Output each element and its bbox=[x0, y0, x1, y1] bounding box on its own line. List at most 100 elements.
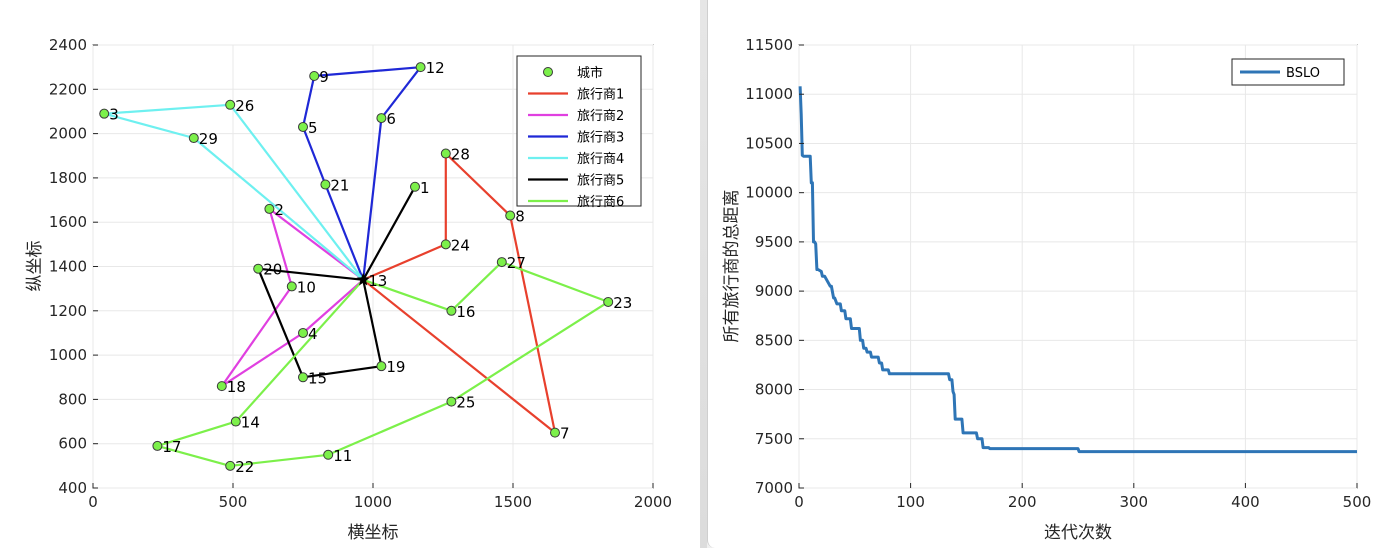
city-point-14 bbox=[230, 416, 241, 427]
depot-star-marker bbox=[356, 272, 370, 286]
city-label-15: 15 bbox=[308, 369, 327, 387]
y-tick-label: 1600 bbox=[49, 213, 87, 231]
city-label-1: 1 bbox=[420, 179, 430, 197]
y-axis-label: 纵坐标 bbox=[25, 241, 45, 292]
y-tick-label: 1200 bbox=[49, 302, 87, 320]
city-label-23: 23 bbox=[613, 294, 632, 312]
y-tick-label: 800 bbox=[58, 390, 87, 408]
city-label-20: 20 bbox=[263, 261, 282, 279]
x-axis-label: 迭代次数 bbox=[1044, 523, 1112, 543]
panel-divider bbox=[700, 0, 707, 548]
y-tick-label: 10000 bbox=[745, 184, 793, 202]
x-tick-label: 500 bbox=[1343, 493, 1372, 511]
city-point-19 bbox=[376, 361, 387, 372]
city-label-10: 10 bbox=[297, 278, 316, 296]
x-tick-label: 1000 bbox=[354, 493, 392, 511]
y-tick-label: 400 bbox=[58, 479, 87, 497]
city-label-16: 16 bbox=[456, 303, 475, 321]
x-axis-label: 横坐标 bbox=[348, 523, 399, 543]
y-tick-label: 8500 bbox=[755, 331, 793, 349]
x-tick-label: 500 bbox=[219, 493, 248, 511]
city-point-2 bbox=[264, 203, 275, 214]
y-tick-label: 8000 bbox=[755, 381, 793, 399]
city-label-6: 6 bbox=[386, 110, 396, 128]
y-tick-label: 2000 bbox=[49, 125, 87, 143]
city-point-7 bbox=[550, 427, 560, 438]
city-label-9: 9 bbox=[319, 68, 329, 86]
city-point-10 bbox=[286, 281, 297, 292]
city-label-29: 29 bbox=[199, 130, 218, 148]
city-point-25 bbox=[446, 396, 457, 407]
city-label-7: 7 bbox=[560, 425, 570, 443]
legend-series-label: BSLO bbox=[1286, 66, 1320, 81]
city-label-21: 21 bbox=[330, 177, 349, 195]
x-tick-label: 1500 bbox=[494, 493, 532, 511]
city-point-12 bbox=[415, 62, 426, 73]
city-label-24: 24 bbox=[451, 236, 470, 254]
left-figure-panel: 1 2 3 4 5 6 7 8 9 10 11 12 14 15 16 17 18 19 20 21 22 23 24 25 2… bbox=[0, 0, 701, 548]
y-tick-label: 10500 bbox=[745, 134, 793, 152]
legend-box bbox=[516, 55, 642, 207]
city-point-29 bbox=[188, 133, 199, 144]
city-label-26: 26 bbox=[235, 97, 254, 115]
city-point-1 bbox=[410, 181, 420, 192]
city-label-8: 8 bbox=[515, 208, 525, 226]
city-label-28: 28 bbox=[451, 146, 470, 164]
city-point-20 bbox=[253, 263, 264, 274]
city-label-5: 5 bbox=[308, 119, 318, 137]
city-label-12: 12 bbox=[426, 59, 445, 77]
y-axis-label: 所有旅行商的总距离 bbox=[722, 190, 742, 343]
series-legend: BSLO bbox=[1231, 58, 1345, 86]
city-point-15 bbox=[298, 372, 308, 383]
city-label-4: 4 bbox=[308, 325, 318, 343]
y-tick-label: 1400 bbox=[49, 258, 87, 276]
legend-route-label-4: 旅行商4 bbox=[577, 152, 624, 167]
y-tick-label: 2400 bbox=[49, 36, 87, 54]
city-label-25: 25 bbox=[456, 394, 475, 412]
y-tick-label: 11000 bbox=[745, 85, 793, 103]
city-label-27: 27 bbox=[507, 254, 526, 272]
city-label-2: 2 bbox=[274, 201, 284, 219]
x-tick-label: 400 bbox=[1231, 493, 1260, 511]
city-label-18: 18 bbox=[227, 378, 246, 396]
city-point-6 bbox=[376, 113, 387, 124]
city-point-3 bbox=[99, 108, 110, 119]
x-tick-label: 0 bbox=[88, 493, 98, 511]
city-point-17 bbox=[152, 440, 163, 451]
y-tick-label: 600 bbox=[58, 435, 87, 453]
x-tick-label: 2000 bbox=[634, 493, 672, 511]
route-line-2 bbox=[220, 207, 364, 388]
y-tick-label: 1000 bbox=[49, 346, 87, 364]
city-point-5 bbox=[298, 121, 308, 132]
route-line-1 bbox=[362, 152, 557, 434]
y-tick-label: 7000 bbox=[755, 479, 793, 497]
city-point-27 bbox=[496, 257, 507, 268]
x-tick-label: 0 bbox=[794, 493, 804, 511]
plot-area bbox=[798, 44, 1358, 489]
legend-route-label-2: 旅行商2 bbox=[577, 109, 624, 124]
city-point-11 bbox=[323, 449, 334, 460]
city-label-22: 22 bbox=[235, 458, 254, 476]
x-tick-label: 300 bbox=[1119, 493, 1148, 511]
city-label-14: 14 bbox=[241, 414, 260, 432]
city-label-3: 3 bbox=[109, 106, 119, 124]
route-line-6 bbox=[156, 261, 610, 467]
x-tick-label: 200 bbox=[1008, 493, 1037, 511]
city-label-17: 17 bbox=[162, 438, 181, 456]
y-tick-label: 7500 bbox=[755, 430, 793, 448]
y-tick-label: 2200 bbox=[49, 80, 87, 98]
city-point-9 bbox=[309, 71, 320, 82]
city-point-18 bbox=[216, 381, 227, 392]
city-point-23 bbox=[603, 296, 614, 307]
city-point-16 bbox=[446, 305, 457, 316]
y-tick-label: 11500 bbox=[745, 36, 793, 54]
legend-city-label: 城市 bbox=[577, 65, 603, 81]
legend-route-label-5: 旅行商5 bbox=[577, 174, 624, 189]
city-label-19: 19 bbox=[386, 358, 405, 376]
x-tick-label: 100 bbox=[896, 493, 925, 511]
city-label-11: 11 bbox=[333, 447, 352, 465]
y-tick-label: 9000 bbox=[755, 282, 793, 300]
legend-route-label-1: 旅行商1 bbox=[577, 88, 624, 103]
